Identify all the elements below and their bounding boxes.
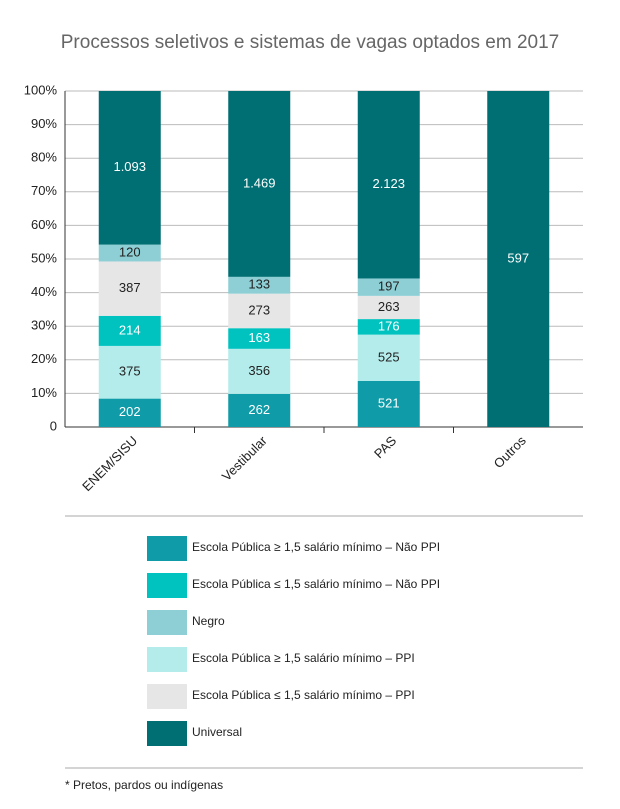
x-tick-label: Vestibular [219, 432, 270, 483]
bar-segment [228, 393, 291, 427]
chart-title: Processos seletivos e sistemas de vagas … [61, 32, 560, 53]
legend-label: Escola Pública ≤ 1,5 salário mínimo – PP… [192, 688, 415, 702]
bar-segment [228, 348, 291, 394]
legend-label: Escola Pública ≥ 1,5 salário mínimo – PP… [192, 651, 415, 665]
y-tick-label: 100% [24, 82, 58, 97]
legend-swatch [147, 536, 187, 561]
data-label: 597 [507, 250, 529, 265]
legend-swatch [147, 610, 187, 635]
data-label: 202 [119, 404, 141, 419]
legend-label: Negro [192, 614, 225, 628]
bar-segment [98, 398, 161, 427]
bar-segment [98, 261, 161, 316]
data-label: 176 [378, 318, 400, 333]
bar-segment [98, 244, 161, 262]
legend-swatch [147, 684, 187, 709]
y-tick-label: 40% [31, 284, 57, 299]
bar-segment [98, 91, 161, 245]
legend-label: Escola Pública ≥ 1,5 salário mínimo – Nã… [192, 540, 440, 554]
legend-swatch [147, 721, 187, 746]
x-tick-label: Outros [491, 433, 530, 472]
data-label: 133 [248, 277, 270, 292]
data-label: 163 [248, 330, 270, 345]
legend-swatch [147, 647, 187, 672]
y-tick-label: 10% [31, 385, 57, 400]
y-tick-label: 60% [31, 217, 57, 232]
y-tick-label: 30% [31, 318, 57, 333]
data-label: 1.093 [113, 159, 146, 174]
x-tick-label: PAS [371, 433, 400, 462]
data-label: 263 [378, 299, 400, 314]
data-label: 214 [119, 322, 141, 337]
data-label: 273 [248, 302, 270, 317]
data-label: 120 [119, 244, 141, 259]
bar-segment [228, 91, 291, 277]
y-tick-label: 50% [31, 250, 57, 265]
y-tick-label: 20% [31, 351, 57, 366]
y-tick-label: 90% [31, 116, 57, 131]
footnote: * Pretos, pardos ou indígenas [65, 778, 223, 792]
legend-swatch [147, 573, 187, 598]
legend-label: Universal [192, 725, 242, 739]
data-label: 525 [378, 349, 400, 364]
bar-segment [228, 276, 291, 294]
data-label: 375 [119, 364, 141, 379]
y-tick-label: 70% [31, 183, 57, 198]
bar-segment [228, 328, 291, 349]
bar-segment [487, 91, 550, 427]
bar-segment [357, 334, 420, 381]
bar-segment [98, 345, 161, 399]
data-label: 387 [119, 280, 141, 295]
bar-segment [357, 295, 420, 320]
y-tick-label: 0 [50, 418, 57, 433]
data-label: 2.123 [372, 176, 405, 191]
bar-segment [357, 319, 420, 335]
bar-segment [228, 293, 291, 329]
data-label: 1.469 [243, 175, 276, 190]
data-label: 262 [248, 402, 270, 417]
data-label: 356 [248, 363, 270, 378]
data-label: 197 [378, 279, 400, 294]
x-tick-label: ENEM/SISU [79, 433, 140, 494]
data-label: 521 [378, 395, 400, 410]
bar-segment [357, 278, 420, 296]
bar-segment [357, 91, 420, 279]
y-tick-label: 80% [31, 150, 57, 165]
bar-segment [357, 380, 420, 427]
bar-segment [98, 315, 161, 346]
legend-label: Escola Pública ≤ 1,5 salário mínimo – Nã… [192, 577, 440, 591]
